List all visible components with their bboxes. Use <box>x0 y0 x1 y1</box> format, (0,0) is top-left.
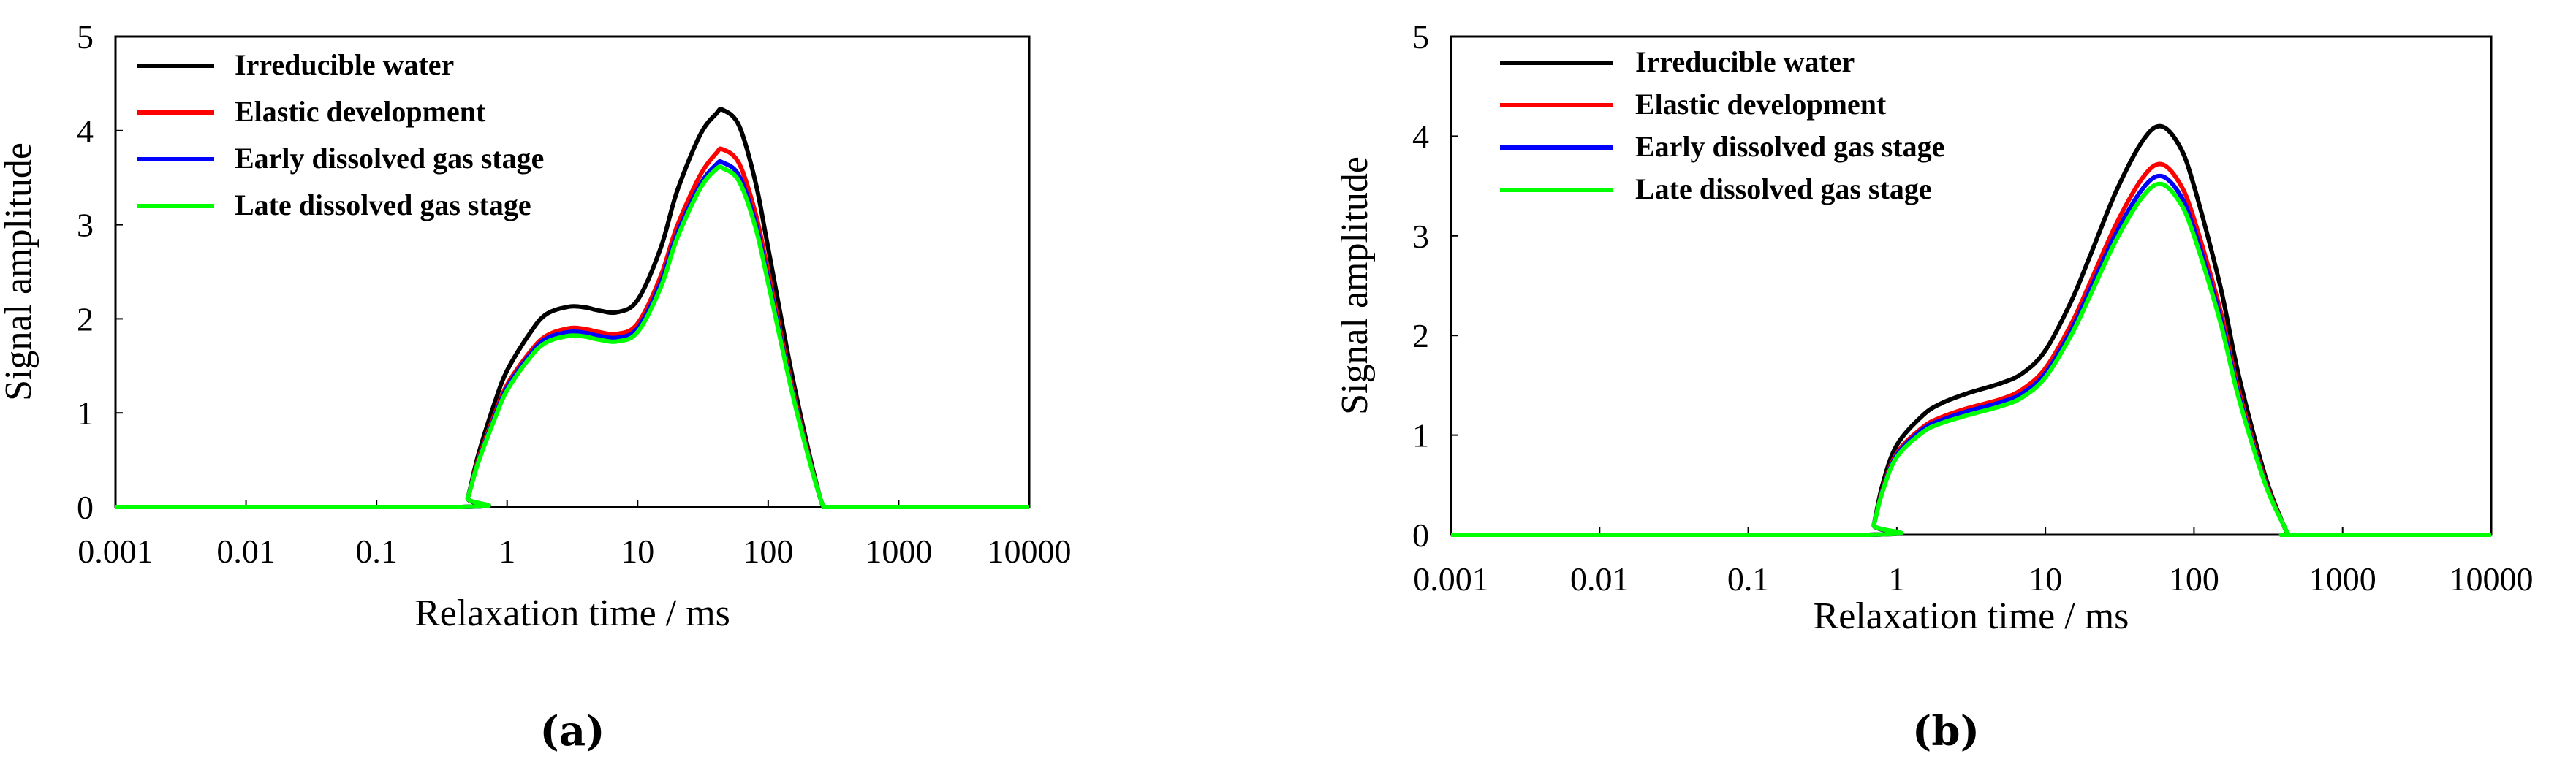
y-tick-label: 5 <box>77 18 94 56</box>
y-tick-label: 1 <box>1412 417 1429 454</box>
x-tick-label: 1 <box>499 533 515 570</box>
x-tick-label: 1 <box>1888 560 1905 598</box>
y-tick-label: 5 <box>1412 18 1429 56</box>
y-axis-label: Signal amplitude <box>1334 156 1376 415</box>
legend-label: Late dissolved gas stage <box>235 188 531 221</box>
x-tick-label: 1000 <box>865 533 932 570</box>
legend-label: Early dissolved gas stage <box>235 142 544 175</box>
y-tick-label: 0 <box>1412 516 1429 554</box>
legend-label: Late dissolved gas stage <box>1635 172 1932 205</box>
panel-label: (a) <box>539 707 605 755</box>
series-line-irreducible-water <box>1451 123 2491 538</box>
x-axis-label: Relaxation time / ms <box>1814 595 2129 637</box>
x-tick-label: 10000 <box>988 533 1072 570</box>
y-tick-label: 2 <box>77 300 94 338</box>
chart-panel-a: 0.001 0.01 0.1 1 10 100 1000 10000 0 1 2 3 4 5 Relaxat… <box>0 18 1072 755</box>
x-tick-label: 1000 <box>2309 560 2376 598</box>
x-tick-label: 10 <box>2028 560 2062 598</box>
legend-label: Early dissolved gas stage <box>1635 130 1944 163</box>
plot-frame <box>114 35 1031 508</box>
series-line-early-dissolved-gas-stage <box>1451 173 2491 538</box>
x-tick-label: 0.001 <box>1413 560 1489 598</box>
legend-label: Irreducible water <box>235 48 454 81</box>
y-tick-label: 1 <box>77 394 94 432</box>
panel-label: (b) <box>1912 707 1980 755</box>
x-tick-label: 0.1 <box>355 533 398 570</box>
x-axis-label: Relaxation time / ms <box>414 592 730 634</box>
series-line-late-dissolved-gas-stage <box>1451 181 2491 538</box>
y-tick-label: 3 <box>1412 218 1429 255</box>
y-tick-label: 3 <box>77 207 94 244</box>
legend-label: Irreducible water <box>1635 45 1855 78</box>
legend-label: Elastic development <box>1635 88 1887 121</box>
series-line-elastic-development <box>1451 161 2491 538</box>
x-tick-label: 100 <box>743 533 793 570</box>
plot-frame <box>1450 35 2493 536</box>
y-axis-label: Signal amplitude <box>0 142 39 401</box>
x-tick-label: 100 <box>2169 560 2219 598</box>
y-tick-label: 0 <box>77 489 94 526</box>
x-tick-label: 10 <box>621 533 654 570</box>
legend: Irreducible water Elastic development Earl… <box>1500 45 1944 205</box>
x-tick-label: 0.1 <box>1727 560 1770 598</box>
x-tick-label: 10000 <box>2450 560 2534 598</box>
y-tick-label: 2 <box>1412 317 1429 354</box>
x-tick-label: 0.01 <box>216 533 276 570</box>
y-tick-label: 4 <box>77 113 94 150</box>
series-line-late-dissolved-gas-stage <box>115 164 1029 510</box>
chart-panel-b: 0.001 0.01 0.1 1 10 100 1000 10000 0 1 2 3 4 5 Relaxat… <box>1334 18 2534 755</box>
y-tick-label: 4 <box>1412 118 1429 155</box>
legend-label: Elastic development <box>235 95 486 128</box>
legend: Irreducible water Elastic development Earl… <box>137 48 544 221</box>
x-tick-label: 0.01 <box>1570 560 1629 598</box>
x-tick-label: 0.001 <box>77 533 154 570</box>
